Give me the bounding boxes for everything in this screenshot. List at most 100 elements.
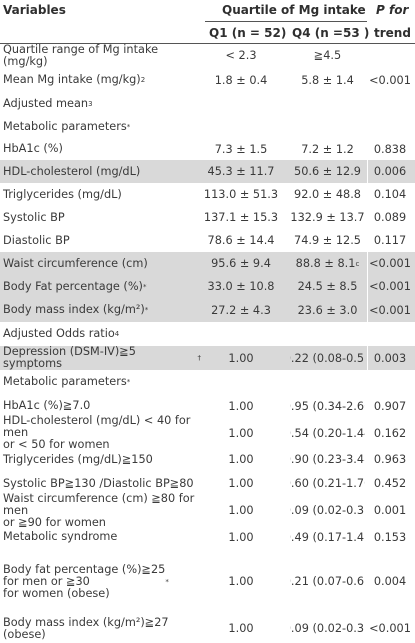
row-label: Body mass index (kg/m²) *: [3, 303, 149, 316]
header-q1: Q1 (n = 52): [209, 26, 287, 40]
q1-value: 27.2 ± 4.3: [211, 303, 271, 317]
row-label: Triglycerides (mg/dL)≧150: [3, 452, 153, 466]
table-row: HbA1c (%)≧7.0 1.00 0.95 (0.34-2.66 0.907: [0, 394, 415, 418]
table-row: Body fat percentage (%)≧25 for men or ≧3…: [0, 549, 415, 614]
q1-value: < 2.3: [225, 49, 257, 62]
header-q4: Q4 (n =53 ): [292, 26, 370, 40]
q4-value: 50.6 ± 12.9: [294, 165, 361, 178]
q4-value: 0.09 (0.02-0.37: [290, 504, 365, 517]
q1-value: 1.00: [228, 622, 254, 635]
header-quartile-title: Quartile of Mg intake: [222, 3, 366, 17]
table-row: Body mass index (kg/m²) * 27.2 ± 4.3 23.6 ±…: [0, 298, 415, 322]
q4-value: 92.0 ± 48.8: [294, 188, 361, 201]
table-row: Metabolic syndrome 1.00 0.49 (0.17-1.43 0.1…: [0, 525, 415, 549]
q1-value: 1.00: [228, 426, 254, 440]
q4-value: 0.49 (0.17-1.43: [290, 530, 365, 544]
row-label: Body mass index (kg/m²)≧27 (obese): [3, 615, 169, 641]
row-label: HDL-cholesterol (mg/dL) < 40 for men or …: [3, 414, 191, 451]
table-row: Adjusted mean 3: [0, 93, 415, 115]
q1-value: 7.3 ± 1.5: [214, 142, 268, 156]
p-trend-value: 0.907: [373, 399, 407, 413]
q1-value: 1.00: [228, 575, 254, 588]
row-label: Metabolic syndrome: [3, 530, 118, 543]
p-trend-value: 0.004: [373, 575, 407, 588]
q4-value: ≧4.5: [313, 49, 342, 62]
column-separator: [367, 346, 368, 370]
p-trend-value: <0.001: [369, 257, 411, 270]
p-trend-value: [366, 115, 414, 138]
p-trend-value: [366, 370, 414, 394]
q1-value: 1.00: [228, 399, 254, 413]
q4-value: [290, 93, 365, 115]
p-trend-value: <0.001: [369, 280, 411, 293]
table-row: Quartile range of Mg intake (mg/kg) < 2.3…: [0, 42, 415, 68]
table-row: Body mass index (kg/m²)≧27 (obese) 1.00 0.…: [0, 614, 415, 643]
table-row: Metabolic parameters *: [0, 115, 415, 138]
table-row: Diastolic BP 78.6 ± 14.4 74.9 ± 12.5 0.117: [0, 229, 415, 252]
p-trend-value: 0.117: [373, 234, 407, 247]
q4-value: 74.9 ± 12.5: [294, 234, 361, 247]
table-row: Waist circumference (cm) 95.6 ± 9.4 88.8 ±…: [0, 252, 415, 275]
row-label: Systolic BP≧130 /Diastolic BP≧80: [3, 476, 194, 490]
q1-value: 78.6 ± 14.4: [207, 234, 275, 247]
p-trend-value: 0.452: [373, 477, 407, 490]
q1-value: 1.00: [228, 351, 254, 365]
row-label: Body Fat percentage (%) *: [3, 279, 147, 293]
table-row: Triglycerides (mg/dL) 113.0 ± 51.3 92.0 ± …: [0, 183, 415, 206]
q4-value: 0.54 (0.20-1.44: [290, 426, 365, 440]
q4-value: 0.60 (0.21-1.70: [290, 477, 365, 490]
header-divider: [205, 21, 367, 22]
q4-value: 88.8 ± 8.1 c: [295, 257, 360, 270]
table-row: Triglycerides (mg/dL)≧150 1.00 0.90 (0.23-…: [0, 448, 415, 471]
p-trend-value: 0.006: [373, 165, 407, 178]
q4-value: 23.6 ± 3.0: [297, 303, 358, 317]
p-trend-value: [366, 322, 414, 346]
row-label: Depression (DSM-IV)≧5 symptoms †: [3, 345, 201, 370]
q4-value: 0.90 (0.23-3.48: [290, 453, 365, 466]
q1-value: [196, 115, 286, 138]
column-separator: [367, 160, 368, 183]
q1-value: 45.3 ± 11.7: [207, 165, 275, 178]
column-separator: [367, 275, 368, 298]
row-label: Waist circumference (cm): [3, 256, 148, 270]
p-trend-value: 0.838: [373, 142, 407, 156]
q4-value: 5.8 ± 1.4: [301, 73, 354, 87]
p-trend-value: [366, 44, 414, 67]
q4-value: 7.2 ± 1.2: [301, 142, 354, 156]
q1-value: 113.0 ± 51.3: [203, 188, 279, 201]
header-bottom-rule: [0, 43, 415, 44]
q4-value: 132.9 ± 13.7: [290, 211, 365, 224]
q1-value: 1.8 ± 0.4: [214, 73, 268, 87]
row-label: Triglycerides (mg/dL): [3, 187, 122, 201]
q4-value: 0.21 (0.07-0.61: [290, 575, 365, 588]
header-variables: Variables: [3, 3, 66, 17]
column-separator: [367, 252, 368, 275]
row-label: HDL-cholesterol (mg/dL): [3, 164, 141, 178]
table-row: Systolic BP≧130 /Diastolic BP≧80 1.00 0.60…: [0, 471, 415, 496]
p-trend-value: <0.001: [369, 622, 411, 635]
row-label: Waist circumference (cm) ≧80 for men or …: [3, 491, 195, 529]
q4-value: [290, 115, 365, 138]
row-label: Adjusted mean 3: [3, 97, 93, 110]
table-row: Waist circumference (cm) ≧80 for men or …: [0, 491, 415, 529]
p-trend-value: [366, 93, 414, 115]
q1-value: 1.00: [228, 530, 254, 544]
table-header: Variables Quartile of Mg intake P for Q1…: [0, 0, 415, 44]
table-row: Metabolic parameters *: [0, 370, 415, 394]
q1-value: 1.00: [228, 453, 254, 466]
p-trend-value: 0.963: [373, 453, 407, 466]
q1-value: 1.00: [228, 504, 254, 517]
table-row: Systolic BP 137.1 ± 15.3 132.9 ± 13.7 0.089: [0, 206, 415, 229]
q1-value: 137.1 ± 15.3: [203, 211, 279, 224]
row-label: Quartile range of Mg intake (mg/kg): [3, 42, 159, 68]
q1-value: 95.6 ± 9.4: [211, 257, 271, 270]
row-label: Diastolic BP: [3, 233, 70, 247]
table-row: Body Fat percentage (%) * 33.0 ± 10.8 24.5 …: [0, 275, 415, 298]
q4-value: 0.22 (0.08-0.57: [290, 351, 365, 365]
p-trend-value: <0.001: [369, 303, 411, 317]
q4-value: 0.09 (0.02-0.35: [290, 622, 365, 635]
q1-value: [196, 370, 286, 394]
p-trend-value: 0.089: [373, 211, 407, 224]
table-row: HDL-cholesterol (mg/dL) < 40 for men or …: [0, 414, 415, 451]
row-label: Metabolic parameters *: [3, 119, 131, 133]
